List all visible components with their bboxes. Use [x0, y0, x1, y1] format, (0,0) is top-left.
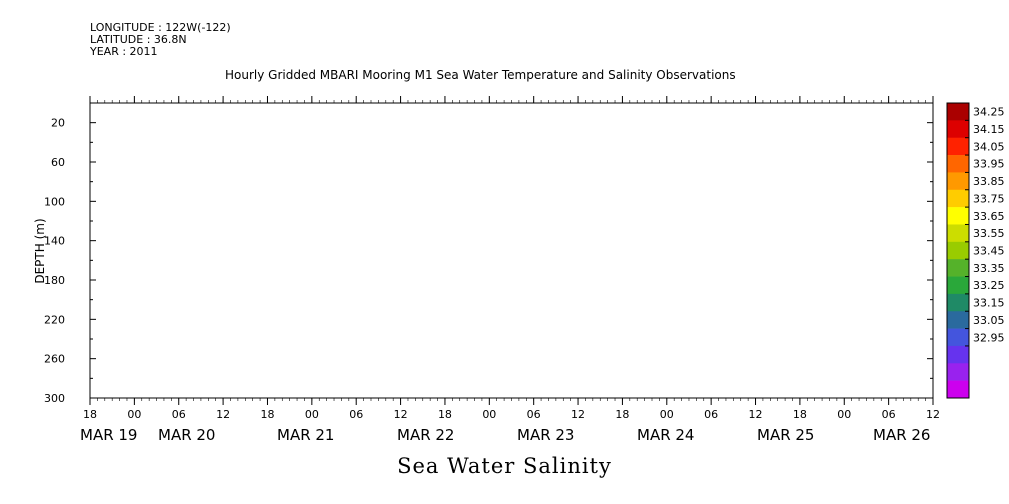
colorbar-swatch — [947, 155, 969, 173]
colorbar-label: 34.25 — [973, 106, 1005, 119]
colorbar-swatch — [947, 293, 969, 312]
colorbar-swatch — [947, 241, 969, 260]
x-tick-label: 12 — [749, 408, 763, 421]
x-date-label: MAR 25 — [757, 426, 814, 444]
colorbar-label: 33.15 — [973, 297, 1005, 310]
plot-frame — [89, 102, 934, 399]
x-date-label: MAR 20 — [158, 426, 215, 444]
bottom-title: Sea Water Salinity — [397, 454, 612, 478]
x-tick-label: 18 — [615, 408, 629, 421]
x-tick-label: 06 — [172, 408, 186, 421]
y-axis-label: DEPTH (m) — [33, 218, 47, 283]
x-tick-label: 12 — [926, 408, 940, 421]
colorbar-label: 33.55 — [973, 227, 1005, 240]
colorbar-swatch — [947, 189, 969, 208]
colorbar-swatch — [947, 120, 969, 138]
colorbar-label: 33.75 — [973, 192, 1005, 205]
x-tick-label: 06 — [704, 408, 718, 421]
colorbar-swatch — [947, 380, 969, 399]
x-tick-label: 06 — [349, 408, 363, 421]
x-date-label: MAR 22 — [397, 426, 454, 444]
colorbar-label: 33.35 — [973, 262, 1005, 275]
colorbar-label: 34.15 — [973, 123, 1005, 136]
colorbar-swatch — [947, 259, 969, 277]
colorbar-swatch — [947, 363, 969, 381]
colorbar-swatch — [947, 345, 969, 364]
colorbar-swatch — [947, 328, 969, 347]
colorbar-swatch — [947, 137, 969, 156]
colorbar-swatch — [947, 103, 969, 121]
x-tick-label: 18 — [83, 408, 97, 421]
x-date-label: MAR 19 — [80, 426, 137, 444]
x-tick-label: 18 — [793, 408, 807, 421]
x-tick-label: 18 — [260, 408, 274, 421]
colorbar-label: 33.65 — [973, 210, 1005, 223]
colorbar-swatch — [947, 224, 969, 243]
x-tick-label: 12 — [571, 408, 585, 421]
x-date-label: MAR 24 — [637, 426, 694, 444]
colorbar-label: 33.45 — [973, 245, 1005, 258]
colorbar-label: 33.05 — [973, 314, 1005, 327]
y-tick-label: 180 — [44, 274, 65, 287]
x-tick-label: 12 — [394, 408, 408, 421]
x-tick-label: 18 — [438, 408, 452, 421]
x-date-label: MAR 21 — [277, 426, 334, 444]
y-tick-label: 100 — [44, 195, 65, 208]
y-tick-label: 140 — [44, 235, 65, 248]
x-tick-label: 00 — [482, 408, 496, 421]
plot-title: Hourly Gridded MBARI Mooring M1 Sea Wate… — [225, 68, 736, 82]
colorbar-swatch — [947, 172, 969, 191]
x-tick-label: 00 — [127, 408, 141, 421]
colorbar: 34.25 34.15 34.05 33.95 33.85 33.75 33.65 33.55… — [946, 102, 1005, 399]
axes-layer: 20 60 100 140 180 220 260 300 18 00 06 12 18 00 06 12 18… — [44, 96, 940, 444]
colorbar-label: 33.25 — [973, 279, 1005, 292]
x-tick-label: 00 — [837, 408, 851, 421]
x-tick-label: 00 — [305, 408, 319, 421]
x-date-label: MAR 23 — [517, 426, 574, 444]
x-date-label: MAR 26 — [873, 426, 930, 444]
latitude-label: LATITUDE : 36.8N — [90, 33, 187, 46]
colorbar-swatch — [947, 276, 969, 295]
y-tick-label: 300 — [44, 392, 65, 405]
year-label: YEAR : 2011 — [90, 45, 158, 58]
colorbar-label: 32.95 — [973, 331, 1005, 344]
y-tick-label: 220 — [44, 313, 65, 326]
x-tick-label: 12 — [216, 408, 230, 421]
colorbar-label: 33.95 — [973, 158, 1005, 171]
x-tick-label: 00 — [660, 408, 674, 421]
colorbar-label: 34.05 — [973, 140, 1005, 153]
x-tick-label: 06 — [527, 408, 541, 421]
plot-header: LONGITUDE : 122W(-122) LATITUDE : 36.8N … — [90, 22, 231, 58]
longitude-label: LONGITUDE : 122W(-122) — [90, 21, 231, 34]
x-tick-label: 06 — [882, 408, 896, 421]
colorbar-swatch — [947, 311, 969, 329]
y-tick-label: 60 — [51, 156, 65, 169]
colorbar-label: 33.85 — [973, 175, 1005, 188]
y-tick-label: 260 — [44, 353, 65, 366]
colorbar-frame — [946, 102, 970, 399]
y-tick-label: 20 — [51, 117, 65, 130]
colorbar-swatch — [947, 207, 969, 225]
